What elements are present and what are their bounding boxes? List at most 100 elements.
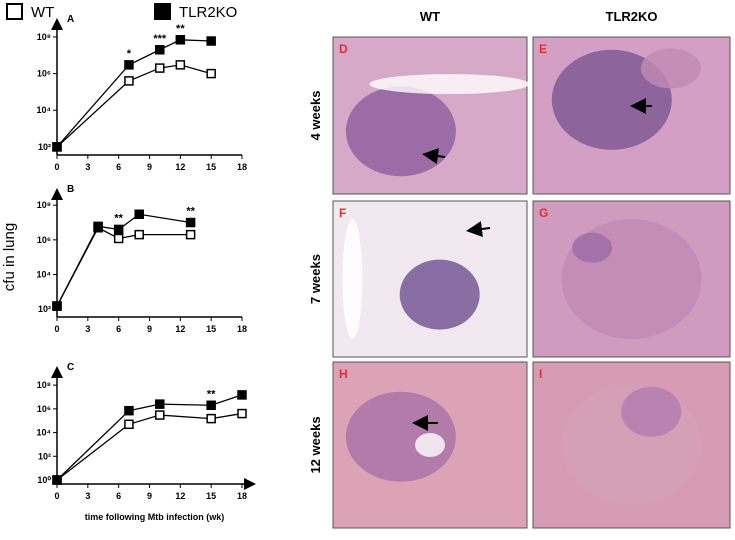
significance: ** bbox=[176, 23, 185, 35]
x-axis-label: time following Mtb infection (wk) bbox=[85, 512, 225, 522]
panel-label: A bbox=[67, 14, 74, 25]
data-point bbox=[185, 229, 196, 240]
column-header: WT bbox=[420, 9, 440, 24]
y-tick-label: 10⁸ bbox=[37, 380, 51, 390]
tissue bbox=[399, 259, 480, 330]
data-point bbox=[155, 63, 165, 73]
significance: ** bbox=[114, 212, 123, 224]
y-tick-label: 10⁴ bbox=[37, 269, 51, 279]
series-line bbox=[56, 412, 243, 481]
tissue bbox=[415, 433, 445, 457]
row-label: 12 weeks bbox=[308, 416, 323, 473]
data-point bbox=[206, 413, 216, 424]
x-tick-label: 9 bbox=[147, 324, 152, 334]
y-tick-label: 10⁸ bbox=[37, 200, 51, 210]
data-point bbox=[52, 301, 62, 311]
data-point bbox=[52, 142, 62, 152]
y-tick-label: 10⁴ bbox=[37, 105, 51, 115]
panel-letter: F bbox=[339, 206, 346, 220]
legend-label: WT bbox=[31, 4, 54, 21]
legend-label: TLR2KO bbox=[179, 4, 237, 21]
arrow bbox=[422, 148, 446, 164]
panel-label: C bbox=[67, 362, 74, 373]
x-tick-label: 15 bbox=[206, 491, 216, 501]
y-tick-label: 10⁸ bbox=[37, 32, 51, 42]
column-header: TLR2KO bbox=[606, 9, 658, 24]
y-axis-label: cfu in lung bbox=[1, 223, 18, 291]
x-tick-label: 9 bbox=[147, 491, 152, 501]
data-point bbox=[134, 209, 144, 220]
x-tick-label: 15 bbox=[206, 324, 216, 334]
data-point bbox=[124, 419, 134, 430]
data-point bbox=[237, 408, 247, 419]
data-point bbox=[134, 229, 144, 240]
data-point bbox=[52, 475, 62, 485]
significance: ** bbox=[207, 388, 216, 400]
y-tick-label: 10⁶ bbox=[37, 235, 51, 245]
data-point bbox=[113, 233, 124, 244]
panel-letter: E bbox=[539, 42, 547, 56]
data-point bbox=[206, 68, 216, 79]
data-point bbox=[206, 400, 216, 411]
y-tick-label: 10² bbox=[38, 451, 51, 461]
significance: ** bbox=[186, 206, 195, 218]
y-tick-label: 10⁰ bbox=[37, 475, 51, 485]
y-tick-label: 10⁴ bbox=[37, 428, 51, 438]
tissue bbox=[345, 86, 456, 177]
x-tick-label: 0 bbox=[54, 162, 59, 172]
data-point bbox=[124, 76, 134, 86]
row-label: 7 weeks bbox=[308, 254, 323, 304]
tissue bbox=[345, 391, 456, 482]
arrow bbox=[466, 221, 491, 237]
y-tick-label: 10⁶ bbox=[37, 404, 51, 414]
series-line bbox=[56, 39, 212, 148]
data-point bbox=[237, 390, 247, 400]
x-tick-label: 12 bbox=[175, 491, 185, 501]
panel-letter: H bbox=[339, 367, 348, 381]
legend-swatch bbox=[154, 3, 171, 20]
x-tick-label: 6 bbox=[116, 162, 121, 172]
data-point bbox=[175, 35, 186, 45]
y-tick-label: 10² bbox=[38, 142, 51, 152]
series-line bbox=[56, 213, 191, 307]
x-tick-label: 3 bbox=[85, 324, 90, 334]
tissue bbox=[551, 49, 672, 150]
x-tick-label: 15 bbox=[206, 162, 216, 172]
legend-swatch bbox=[6, 3, 23, 20]
tissue bbox=[369, 74, 530, 95]
significance: * bbox=[127, 48, 132, 60]
panel-letter: I bbox=[539, 367, 542, 381]
x-tick-label: 18 bbox=[237, 491, 247, 501]
panel-letter: D bbox=[339, 42, 348, 56]
data-point bbox=[155, 399, 165, 409]
x-tick-label: 12 bbox=[175, 324, 185, 334]
data-point bbox=[206, 36, 216, 46]
significance: *** bbox=[153, 33, 167, 45]
data-point bbox=[113, 224, 124, 235]
data-point bbox=[175, 60, 186, 70]
x-tick-label: 9 bbox=[147, 162, 152, 172]
x-tick-label: 18 bbox=[237, 324, 247, 334]
x-tick-label: 12 bbox=[175, 162, 185, 172]
data-point bbox=[155, 45, 165, 55]
x-tick-label: 6 bbox=[116, 491, 121, 501]
data-point bbox=[124, 60, 134, 70]
x-tick-label: 18 bbox=[237, 162, 247, 172]
series-line bbox=[56, 64, 212, 148]
x-tick-label: 3 bbox=[85, 491, 90, 501]
tissue bbox=[640, 48, 701, 89]
data-point bbox=[155, 410, 165, 420]
data-point bbox=[93, 221, 103, 232]
y-tick-label: 10⁶ bbox=[37, 69, 51, 79]
panel-label: B bbox=[67, 184, 74, 195]
x-tick-label: 0 bbox=[54, 324, 59, 334]
x-tick-label: 0 bbox=[54, 491, 59, 501]
x-tick-label: 3 bbox=[85, 162, 90, 172]
x-tick-label: 6 bbox=[116, 324, 121, 334]
row-label: 4 weeks bbox=[308, 91, 323, 141]
tissue bbox=[342, 219, 363, 339]
data-point bbox=[124, 405, 134, 416]
tissue bbox=[621, 386, 682, 437]
y-tick-label: 10² bbox=[38, 304, 51, 314]
panel-letter: G bbox=[539, 206, 548, 220]
